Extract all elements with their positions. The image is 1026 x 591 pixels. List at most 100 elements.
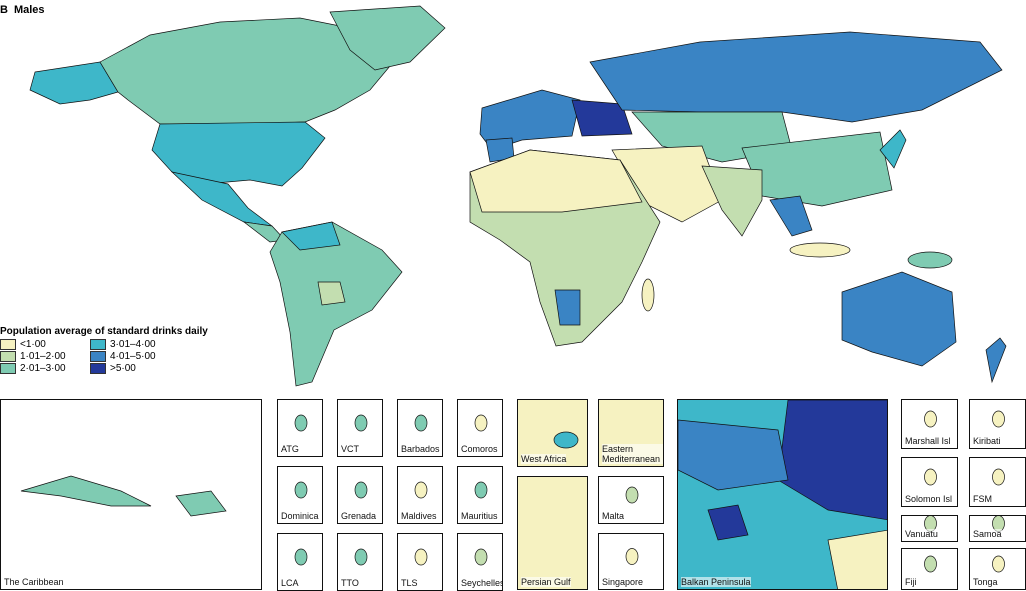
island [354,481,368,499]
inset-label: Seychelles [461,578,503,588]
inset-map [924,468,937,486]
inset-map [414,481,428,499]
greenland [329,5,446,71]
legend-label: 1·01–2·00 [20,351,66,362]
inset-map [992,555,1005,573]
inset-map [294,414,308,432]
turkey [827,529,887,589]
inset-box: Solomon Isl [901,457,958,507]
north-africa [469,149,643,213]
inset-label: LCA [281,578,299,588]
inset-box: Kiribati [969,399,1026,449]
legend-label: 3·01–4·00 [110,339,156,350]
inset-box: Maldives [397,466,443,524]
inset-box: ATG [277,399,323,457]
inset-label: TTO [341,578,359,588]
inset-map [625,548,639,565]
namibia [554,289,581,326]
header: B Males [0,4,51,16]
inset-box: Singapore [598,533,664,590]
inset-box: Samoa [969,515,1026,542]
inset-label: FSM [973,494,992,504]
legend-items: <1·00 3·01–4·00 1·01–2·00 4·01–5·00 2·01–3·0… [0,339,208,374]
inset-map [354,414,368,432]
inset-map [518,477,588,590]
japan [879,129,907,169]
island [992,410,1005,428]
legend-swatch [0,339,16,350]
inset-box: West Africa [517,399,588,467]
inset-label: Mauritius [461,511,498,521]
inset-label: Maldives [401,511,437,521]
inset-label: Balkan Peninsula [681,577,751,587]
legend-label: 4·01–5·00 [110,351,156,362]
romania [777,400,887,521]
inset-label: Comoros [461,444,498,454]
inset-label: West Africa [521,454,567,464]
inset-map [924,410,937,428]
legend-swatch [0,363,16,374]
inset-box: Grenada [337,466,383,524]
legend-item: 2·01–3·00 [0,363,90,374]
inset-box: Tonga [969,548,1026,590]
region [553,431,579,449]
inset-box: Dominica [277,466,323,524]
inset-label: Tonga [973,577,998,587]
legend-swatch [90,351,106,362]
inset-box: Marshall Isl [901,399,958,449]
hispaniola [175,490,227,517]
inset-map [474,548,488,566]
inset-map [354,548,368,566]
island [414,548,428,566]
inset-map [474,481,488,499]
inset-map [294,481,308,499]
legend-label: 2·01–3·00 [20,363,66,374]
inset-box: Comoros [457,399,503,457]
inset-label: Solomon Isl [905,494,953,504]
legend-swatch [0,351,16,362]
venezuela [281,221,341,251]
inset-label: ATG [281,444,299,454]
inset-map [924,555,937,573]
inset-label: Singapore [602,577,644,587]
inset-box: Mauritius [457,466,503,524]
island [992,468,1005,486]
inset-label: The Caribbean [4,577,64,587]
hungary [678,419,789,491]
inset-map [414,414,428,432]
inset-map [553,431,579,449]
legend-item: <1·00 [0,339,90,350]
inset-label: TLS [401,578,418,588]
island [474,548,488,566]
new-guinea [907,251,953,269]
inset-label: Kiribati [973,436,1001,446]
indonesia [789,242,851,258]
inset-label: Eastern Mediterranean [602,444,663,464]
inset-label: Marshall Isl [905,436,951,446]
legend-item: >5·00 [90,363,180,374]
legend-swatch [90,363,106,374]
inset-label: VCT [341,444,359,454]
island [924,555,937,573]
island [924,410,937,428]
inset-map [294,548,308,566]
inset-map [678,400,887,589]
island [294,548,308,566]
inset-box: VCT [337,399,383,457]
inset-box: TTO [337,533,383,591]
inset-label: Malta [602,511,625,521]
cuba [20,475,152,507]
inset-box: FSM [969,457,1026,507]
island [474,414,488,432]
inset-box: Malta [598,476,664,524]
inset-box: Balkan Peninsula [677,399,888,590]
island [414,414,428,432]
inset-box: LCA [277,533,323,591]
inset-box: Fiji [901,548,958,590]
inset-map [474,414,488,432]
inset-label: Grenada [341,511,377,521]
world-map [29,5,1007,387]
inset-label: Dominica [281,511,319,521]
inset-box: Seychelles [457,533,503,591]
